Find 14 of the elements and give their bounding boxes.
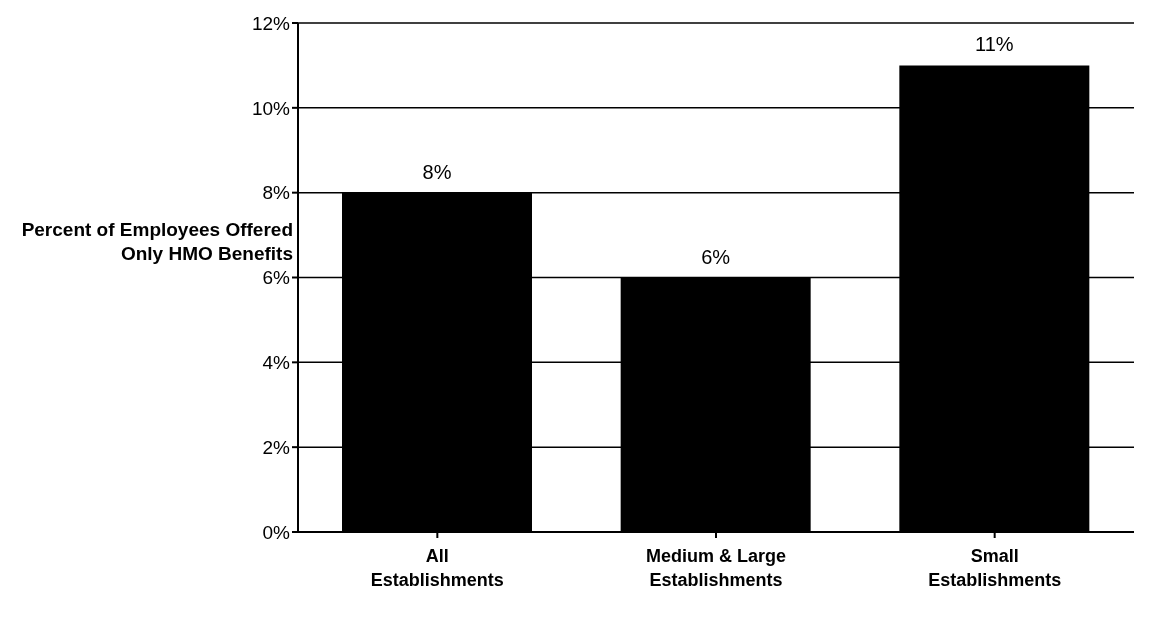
data-label: 6% — [701, 245, 731, 268]
x-tick-label: Medium & Large Establishments — [645, 546, 787, 590]
y-tick-label: 6% — [262, 267, 291, 289]
x-tick-label: All Establishments — [370, 546, 504, 590]
y-tick-label: 12% — [251, 12, 291, 34]
y-axis-title: Percent of Employees Offered Only HMO Benefits — [20, 218, 293, 266]
data-label: 11% — [975, 33, 1014, 56]
y-tick-label: 4% — [262, 352, 291, 374]
y-tick-label: 10% — [251, 97, 291, 119]
y-tick-label: 0% — [262, 521, 291, 543]
y-tick-label: 8% — [262, 182, 291, 204]
data-label: 8% — [422, 160, 452, 183]
y-tick-label: 2% — [262, 436, 291, 458]
x-tick-label: Small Establishments — [928, 546, 1062, 590]
